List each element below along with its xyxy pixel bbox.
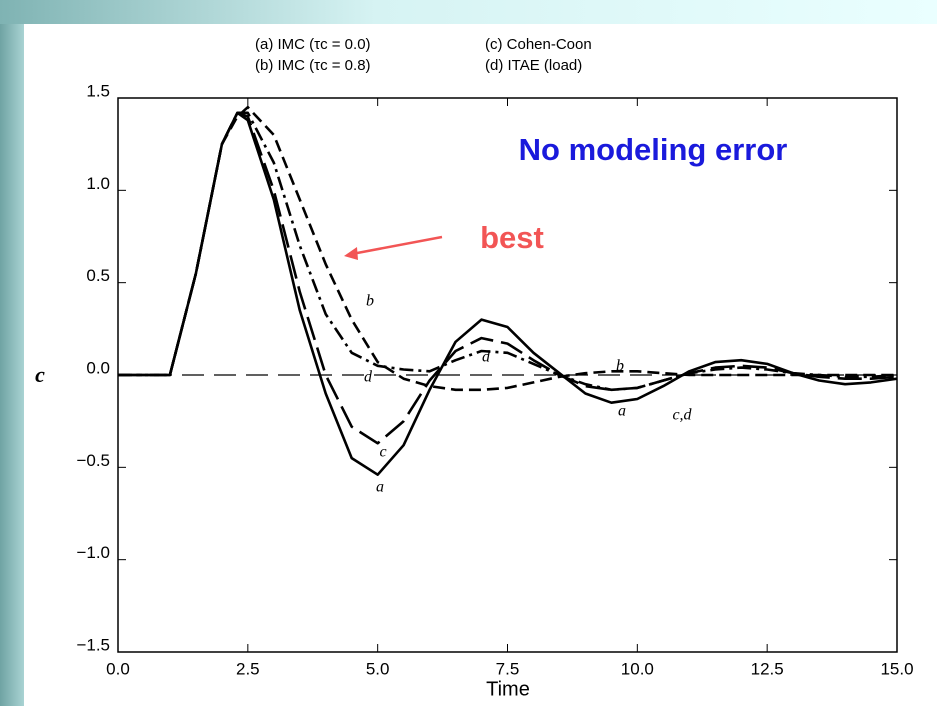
x-tick-label: 10.0 bbox=[621, 659, 654, 678]
x-tick-label: 5.0 bbox=[366, 659, 390, 678]
curve-label: b bbox=[616, 358, 624, 375]
series-line bbox=[118, 105, 897, 392]
y-tick-label: 0.5 bbox=[86, 266, 110, 285]
slide-edge bbox=[0, 0, 937, 24]
arrow-head bbox=[344, 247, 358, 260]
curve-label: c,d bbox=[672, 407, 692, 424]
curve-label: a bbox=[376, 479, 384, 496]
series-line bbox=[118, 111, 898, 445]
curve-label: a bbox=[618, 403, 626, 420]
legend-entry: (b) IMC (τc = 0.8) bbox=[255, 57, 371, 74]
y-tick-label: −0.5 bbox=[76, 451, 110, 470]
arrow bbox=[351, 235, 443, 256]
y-tick-label: −1.0 bbox=[76, 543, 110, 562]
x-tick-label: 2.5 bbox=[236, 659, 260, 678]
y-tick-label: 1.5 bbox=[86, 81, 110, 100]
series-line bbox=[118, 111, 898, 392]
y-tick-label: −1.5 bbox=[76, 635, 110, 654]
x-tick-label: 0.0 bbox=[106, 659, 130, 678]
x-tick-label: 12.5 bbox=[751, 659, 784, 678]
y-axis-label: c bbox=[35, 362, 45, 387]
subtitle: No modeling error bbox=[519, 132, 788, 167]
x-tick-label: 7.5 bbox=[496, 659, 520, 678]
curve-label: b bbox=[366, 293, 374, 310]
x-tick-label: 15.0 bbox=[880, 659, 913, 678]
x-axis-label: Time bbox=[486, 678, 530, 700]
y-tick-label: 1.0 bbox=[86, 174, 110, 193]
slide-edge bbox=[0, 0, 24, 706]
legend-entry: (a) IMC (τc = 0.0) bbox=[255, 36, 371, 53]
legend-entry: (c) Cohen-Coon bbox=[485, 36, 592, 53]
y-tick-label: 0.0 bbox=[86, 358, 110, 377]
legend-entry: (d) ITAE (load) bbox=[485, 57, 582, 74]
curve-label: c bbox=[379, 444, 386, 461]
curve-label: d bbox=[482, 349, 491, 366]
annotation: best bbox=[480, 220, 544, 255]
curve-label: d bbox=[364, 369, 373, 386]
